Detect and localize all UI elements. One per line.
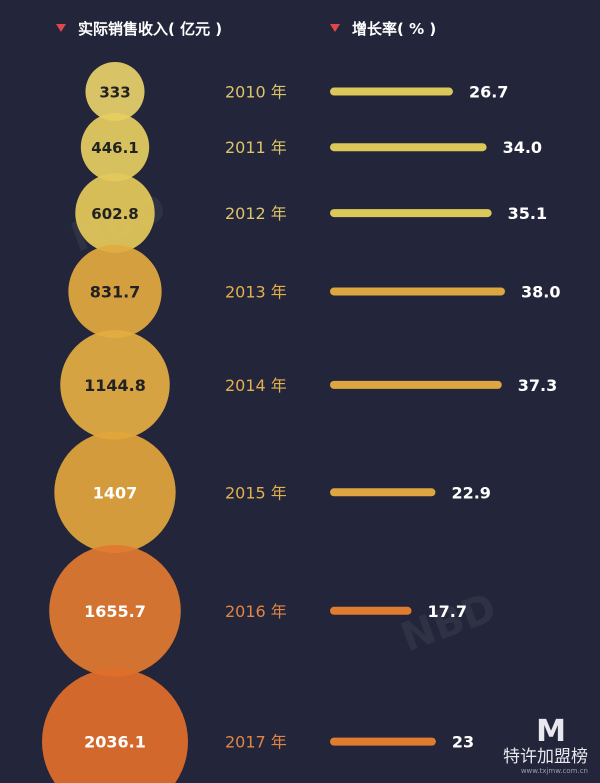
growth-value-label: 37.3 bbox=[518, 376, 557, 395]
revenue-value-label: 1655.7 bbox=[84, 602, 146, 621]
revenue-bubble bbox=[60, 330, 170, 440]
revenue-bubble bbox=[75, 173, 155, 253]
revenue-bubble bbox=[49, 544, 181, 677]
year-label: 2017 年 bbox=[225, 733, 287, 752]
growth-bar bbox=[330, 287, 505, 296]
year-label: 2012 年 bbox=[225, 204, 287, 223]
brand-url: www.txjmw.com.cn bbox=[520, 767, 588, 775]
growth-value-label: 26.7 bbox=[469, 83, 508, 102]
growth-bar bbox=[330, 380, 502, 389]
growth-bar bbox=[330, 737, 436, 746]
revenue-value-label: 831.7 bbox=[90, 282, 141, 301]
revenue-value-label: 602.8 bbox=[91, 205, 138, 223]
growth-bar bbox=[330, 87, 453, 96]
growth-value-label: 34.0 bbox=[503, 138, 542, 157]
growth-header-label: 增长率( % ) bbox=[352, 19, 437, 38]
triangle-marker-icon bbox=[330, 24, 340, 32]
growth-value-label: 22.9 bbox=[451, 483, 490, 502]
revenue-bubble bbox=[54, 431, 176, 553]
growth-value-label: 17.7 bbox=[428, 602, 467, 621]
revenue-bubble bbox=[85, 61, 145, 122]
brand-logo-icon: M bbox=[536, 714, 566, 749]
year-label: 2015 年 bbox=[225, 483, 287, 502]
revenue-value-label: 333 bbox=[99, 84, 130, 102]
revenue-bubble bbox=[68, 244, 162, 339]
growth-bar bbox=[330, 143, 487, 152]
revenue-value-label: 446.1 bbox=[91, 139, 138, 157]
header-revenue: 实际销售收入( 亿元 ) bbox=[56, 14, 222, 42]
growth-value-label: 38.0 bbox=[521, 282, 560, 301]
revenue-header-label: 实际销售收入( 亿元 ) bbox=[78, 19, 223, 38]
revenue-bubble bbox=[80, 113, 150, 182]
growth-value-label: 35.1 bbox=[508, 204, 547, 223]
year-label: 2014 年 bbox=[225, 376, 287, 395]
growth-value-label: 23 bbox=[452, 733, 474, 752]
growth-bar bbox=[330, 209, 492, 218]
growth-bar bbox=[330, 488, 436, 497]
revenue-value-label: 2036.1 bbox=[84, 733, 146, 752]
year-label: 2010 年 bbox=[225, 83, 287, 102]
header-growth: 增长率( % ) bbox=[330, 14, 436, 42]
revenue-value-label: 1407 bbox=[93, 483, 138, 502]
revenue-bubble bbox=[42, 668, 188, 783]
brand-watermark: M 特许加盟榜 www.txjmw.com.cn bbox=[503, 714, 588, 776]
revenue-value-label: 1144.8 bbox=[84, 376, 146, 395]
year-label: 2016 年 bbox=[225, 602, 287, 621]
year-label: 2011 年 bbox=[225, 138, 287, 157]
growth-bar bbox=[330, 606, 412, 615]
brand-name: 特许加盟榜 bbox=[503, 747, 588, 767]
triangle-marker-icon bbox=[56, 24, 66, 32]
year-label: 2013 年 bbox=[225, 282, 287, 301]
